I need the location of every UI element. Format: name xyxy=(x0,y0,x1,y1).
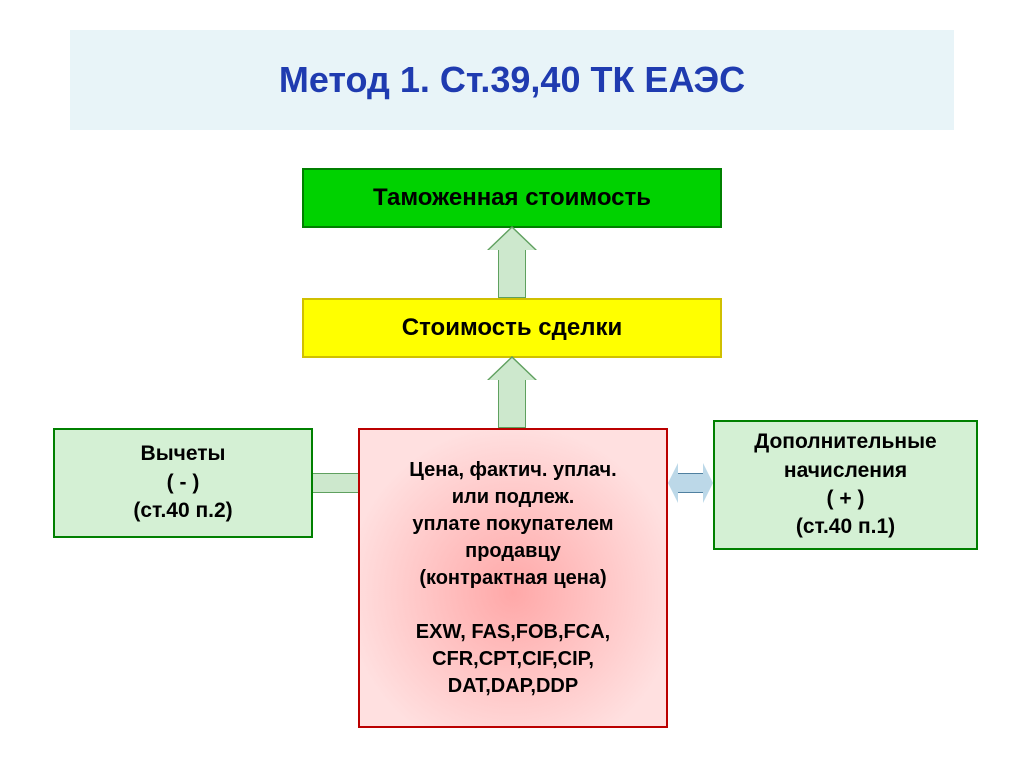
box-customs-value: Таможенная стоимость xyxy=(302,168,722,228)
arrow-price-to-deal xyxy=(489,358,535,428)
box-deal-value: Стоимость сделки xyxy=(302,298,722,358)
arrow-head-icon xyxy=(489,228,535,250)
box-deductions: Вычеты( - )(ст.40 п.2) xyxy=(53,428,313,538)
arrow-head-icon xyxy=(489,358,535,380)
arrow-head-icon xyxy=(668,463,678,503)
arrow-body xyxy=(498,380,526,428)
title-bar: Метод 1. Ст.39,40 ТК ЕАЭС xyxy=(70,30,954,130)
connector-deductions-to-price xyxy=(313,473,358,493)
arrow-deal-to-customs xyxy=(489,228,535,298)
connector-additions-to-price xyxy=(678,473,703,493)
arrow-body xyxy=(498,250,526,298)
page-title: Метод 1. Ст.39,40 ТК ЕАЭС xyxy=(279,59,745,101)
arrow-head-icon xyxy=(703,463,713,503)
box-price: Цена, фактич. уплач.или подлеж.уплате по… xyxy=(358,428,668,728)
box-additions: Дополнительныеначисления( + )(ст.40 п.1) xyxy=(713,420,978,550)
